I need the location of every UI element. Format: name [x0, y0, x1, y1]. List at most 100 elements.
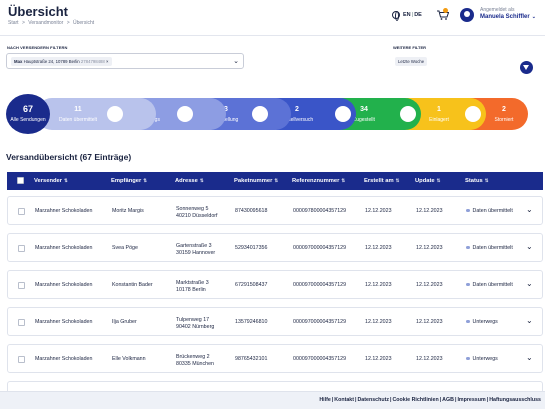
- column-label: Paketnummer: [234, 178, 273, 184]
- table-title: Versandübersicht (67 Einträge): [6, 152, 132, 162]
- chevron-down-icon[interactable]: ⌄: [526, 205, 533, 214]
- cell-sender: Marzahner Schokoladen: [35, 282, 93, 288]
- status-all[interactable]: 67 Alle Sendungen: [6, 94, 50, 134]
- table-row[interactable]: Marzahner Schokoladen Svea Pöge Gartenstra…: [7, 233, 543, 262]
- status-count: 67: [22, 104, 33, 114]
- cell-parcel-number: 52934017356: [235, 245, 268, 251]
- footer-link-agb[interactable]: AGB: [442, 397, 454, 403]
- cell-recipient: Moritz Margis: [112, 208, 144, 214]
- column-label: Erstellt am: [364, 178, 394, 184]
- column-label: Status: [465, 178, 483, 184]
- footer-separator: |: [454, 397, 457, 403]
- breadcrumb-start[interactable]: Start: [8, 20, 19, 26]
- cell-reference-number: 000097000004357129: [293, 356, 347, 362]
- status-label: Einlagert: [429, 117, 449, 123]
- cell-parcel-number: 87430095618: [235, 208, 268, 214]
- sender-filter-select[interactable]: Max Hauptstraße 24, 10789 Berlin 2784798…: [6, 53, 244, 69]
- breadcrumb-current: Übersicht: [73, 20, 95, 26]
- user-name: Manuela Schiffler: [480, 14, 530, 20]
- chevron-down-icon[interactable]: ⌄: [526, 353, 533, 362]
- cell-created: 12.12.2023: [365, 208, 392, 214]
- status-label: Storniert: [494, 117, 514, 123]
- lang-de[interactable]: DE: [414, 12, 422, 18]
- table-row[interactable]: Marzahner Schokoladen Ilja Gruber Tulpenwe…: [7, 307, 543, 336]
- select-all-checkbox[interactable]: [17, 177, 24, 184]
- chevron-down-icon: ⌄: [531, 14, 536, 20]
- cell-recipient: Elle Volkmann: [112, 356, 146, 362]
- column-header-status[interactable]: Status ⇅: [465, 178, 489, 184]
- status-count: 2: [295, 106, 299, 113]
- cart-icon[interactable]: [437, 10, 449, 20]
- column-header-created[interactable]: Erstellt am ⇅: [364, 178, 399, 184]
- delivery-truck-icon: [252, 106, 268, 122]
- user-menu[interactable]: Manuela Schiffler ⌄: [480, 14, 536, 20]
- column-label: Adresse: [175, 178, 198, 184]
- footer-link-kontakt[interactable]: Kontakt: [334, 397, 354, 403]
- footer-links: Hilfe|Kontakt|Datenschutz|Cookie Richtli…: [319, 397, 541, 403]
- filter-button[interactable]: [520, 61, 533, 74]
- sender-chip-name: Max: [14, 59, 23, 64]
- cell-reference-number: 000097800004357129: [293, 208, 347, 214]
- row-checkbox[interactable]: [18, 282, 25, 289]
- cart-badge: [443, 8, 448, 13]
- cell-address: Marktstraße 3 10178 Berlin: [176, 280, 209, 293]
- row-checkbox[interactable]: [18, 245, 25, 252]
- sort-icon: ⇅: [274, 178, 279, 183]
- chevron-down-icon[interactable]: ⌄: [526, 279, 533, 288]
- column-header-sender[interactable]: Versender ⇅: [34, 178, 68, 184]
- status-count: 2: [502, 106, 506, 113]
- column-header-address[interactable]: Adresse ⇅: [175, 178, 204, 184]
- user-icon[interactable]: [460, 8, 474, 22]
- status-count: 34: [360, 106, 368, 113]
- row-checkbox[interactable]: [18, 319, 25, 326]
- cell-created: 12.12.2023: [365, 282, 392, 288]
- header-divider: [0, 35, 545, 36]
- footer-link-cookies[interactable]: Cookie Richtlinien: [392, 397, 439, 403]
- column-header-recipient[interactable]: Empfänger ⇅: [111, 178, 147, 184]
- address-city: 10178 Berlin: [176, 286, 206, 293]
- footer-separator: |: [331, 397, 334, 403]
- column-header-reference[interactable]: Referenznummer ⇅: [292, 178, 345, 184]
- cell-update: 12.12.2023: [416, 282, 443, 288]
- status-text: Daten übermittelt: [472, 282, 513, 288]
- table-row[interactable]: Marzahner Schokoladen Moritz Margis Sonnen…: [7, 196, 543, 225]
- close-icon[interactable]: ×: [106, 59, 109, 64]
- row-checkbox[interactable]: [18, 208, 25, 215]
- cell-status: Unterwegs: [466, 319, 498, 325]
- breadcrumb-versandmonitor[interactable]: Versandmonitor: [28, 20, 64, 26]
- chevron-down-icon[interactable]: ⌄: [526, 316, 533, 325]
- footer-separator: |: [355, 397, 357, 403]
- cell-address: Brückenweg 2 80335 München: [176, 354, 214, 367]
- login-label: Angemeldet als: [480, 7, 515, 13]
- footer-link-hilfe[interactable]: Hilfe: [319, 397, 331, 403]
- cell-recipient: Konstantin Bader: [112, 282, 153, 288]
- status-dot: [466, 356, 470, 361]
- column-header-update[interactable]: Update ⇅: [415, 178, 440, 184]
- address-line: Brückenweg 2: [176, 354, 210, 360]
- footer-link-impressum[interactable]: Impressum: [457, 397, 486, 403]
- table-row[interactable]: Marzahner Schokoladen Elle Volkmann Brücke…: [7, 344, 543, 373]
- cell-sender: Marzahner Schokoladen: [35, 356, 93, 362]
- sender-chip[interactable]: Max Hauptstraße 24, 10789 Berlin 2784798…: [11, 57, 112, 66]
- status-label: Alle Sendungen: [10, 117, 46, 123]
- column-header-parcel[interactable]: Paketnummer ⇅: [234, 178, 278, 184]
- status-dot: [466, 208, 470, 213]
- lang-en[interactable]: EN: [403, 12, 411, 18]
- row-checkbox[interactable]: [18, 356, 25, 363]
- sort-icon: ⇅: [199, 178, 204, 183]
- table-row[interactable]: Marzahner Schokoladen Konstantin Bader Mar…: [7, 270, 543, 299]
- footer-link-haftungsausschluss[interactable]: Haftungsausschluss: [489, 397, 541, 403]
- document-icon: [107, 106, 123, 122]
- attempt-icon: [335, 106, 351, 122]
- cell-recipient: Svea Pöge: [112, 245, 138, 251]
- cell-update: 12.12.2023: [416, 208, 443, 214]
- status-daten-uebermittelt[interactable]: 11 Daten übermittelt: [36, 98, 156, 130]
- footer-link-datenschutz[interactable]: Datenschutz: [357, 397, 389, 403]
- chevron-down-icon[interactable]: ⌄: [526, 242, 533, 251]
- status-text: Unterwegs: [472, 356, 498, 362]
- cell-parcel-number: 67291508437: [235, 282, 268, 288]
- chevron-down-icon[interactable]: ⌄: [233, 58, 239, 65]
- breadcrumb: Start > Versandmonitor > Übersicht: [8, 20, 96, 26]
- last-week-chip[interactable]: Letzte Woche: [395, 57, 428, 66]
